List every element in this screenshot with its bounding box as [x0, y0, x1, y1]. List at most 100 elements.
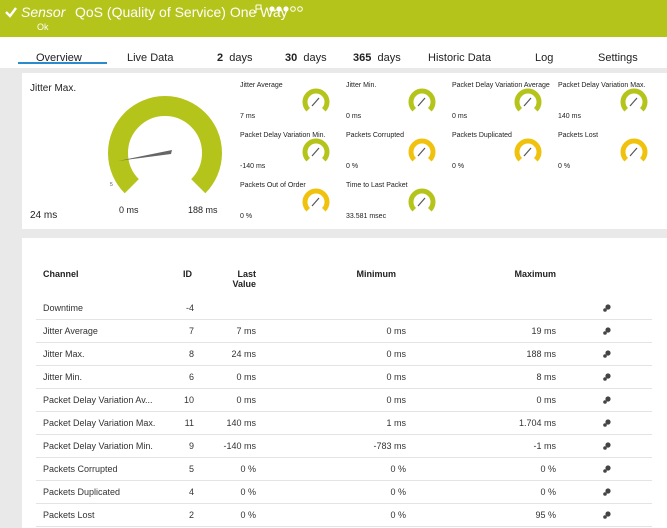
table-cell: 0 ms: [236, 372, 256, 382]
tab-count[interactable]: 2: [217, 52, 224, 64]
main-gauge-marker: 5: [110, 182, 113, 188]
gauge-needle: [523, 147, 532, 157]
table-cell: 0 %: [390, 487, 406, 497]
gauge-arc: [302, 88, 330, 112]
tab[interactable]: Overview: [36, 52, 82, 64]
gauge-name: Packets Lost: [558, 132, 599, 139]
tab[interactable]: 365 days: [353, 52, 401, 64]
table-cell: Packet Delay Variation Min.: [43, 441, 153, 451]
gauge-arc: [302, 138, 330, 162]
channel-settings-icon[interactable]: [602, 372, 612, 382]
table-cell: 2: [188, 510, 194, 520]
gauge-needle: [311, 97, 320, 107]
gauge-needle: [417, 197, 426, 207]
gauge-value: 33.581 msec: [346, 213, 387, 220]
main-gauge-name: Jitter Max.: [30, 83, 77, 94]
main-gauge-max: 188 ms: [188, 205, 218, 215]
table-cell: 8 ms: [536, 372, 556, 382]
gauge-value: 0 %: [452, 163, 465, 170]
column-header[interactable]: ID: [183, 269, 192, 279]
tab[interactable]: 30 days: [285, 52, 327, 64]
table-cell: 8: [188, 349, 194, 359]
table-cell: 10: [183, 395, 194, 405]
row-divider: [36, 388, 652, 389]
gauge-value: 140 ms: [558, 113, 581, 120]
gauge-arc: [408, 188, 436, 212]
gauge-value: 0 %: [346, 163, 359, 170]
table-cell: 7: [188, 326, 194, 336]
table-cell: 95 %: [535, 510, 556, 520]
gauge-value: -140 ms: [240, 163, 266, 170]
gauge-needle: [417, 97, 426, 107]
row-divider: [36, 503, 652, 504]
table-cell: 19 ms: [531, 326, 556, 336]
gauge-value: 0 ms: [346, 113, 362, 120]
overview-panel: Jitter Max. 24 ms 0 ms 188 ms 5 Jitter Averag…: [22, 73, 667, 229]
tab-label[interactable]: Live Data: [127, 52, 174, 64]
channel-settings-icon[interactable]: [602, 464, 612, 474]
gauge-name: Jitter Average: [240, 82, 283, 89]
gauge-arc: [302, 188, 330, 212]
tab-label[interactable]: Historic Data: [428, 52, 491, 64]
gauge-needle: [629, 97, 638, 107]
table-cell: 188 ms: [526, 349, 556, 359]
tab[interactable]: Historic Data: [428, 52, 491, 64]
tab-label[interactable]: Settings: [598, 52, 638, 64]
tab-label[interactable]: Overview: [36, 52, 82, 64]
table-cell: 0 %: [240, 510, 256, 520]
sensor-title: QoS (Quality of Service) One Way: [75, 4, 288, 20]
channel-settings-icon[interactable]: [602, 441, 612, 451]
gauge-arc: [408, 138, 436, 162]
table-cell: -4: [185, 303, 194, 313]
table-cell: 0 ms: [386, 395, 406, 405]
tab[interactable]: Log: [535, 52, 553, 64]
channel-settings-icon[interactable]: [602, 418, 612, 428]
table-cell: 0 ms: [386, 372, 406, 382]
tab[interactable]: Settings: [598, 52, 638, 64]
sensor-label: Sensor: [21, 4, 66, 20]
channel-settings-icon[interactable]: [602, 510, 612, 520]
column-header[interactable]: Channel: [43, 269, 79, 279]
table-cell: Jitter Max.: [43, 349, 85, 359]
row-divider: [36, 342, 652, 343]
tab[interactable]: Live Data: [127, 52, 173, 64]
tab-label[interactable]: days: [229, 52, 253, 64]
gauge-needle: [523, 97, 532, 107]
channel-settings-icon[interactable]: [602, 326, 612, 336]
tab-label[interactable]: Log: [535, 52, 554, 64]
column-header[interactable]: Minimum: [356, 269, 397, 279]
tab-count[interactable]: 365: [353, 52, 372, 64]
gauge-name: Jitter Min.: [346, 82, 377, 89]
gauges: [108, 88, 648, 212]
table-cell: Packets Duplicated: [43, 487, 121, 497]
channel-settings-icon[interactable]: [602, 303, 612, 313]
table-cell: 0 %: [390, 510, 406, 520]
tab-label[interactable]: days: [303, 52, 327, 64]
table-cell: -1 ms: [533, 441, 557, 451]
gauge-name: Packets Out of Order: [240, 182, 306, 189]
table-cell: Packets Corrupted: [43, 464, 118, 474]
column-header[interactable]: Maximum: [514, 269, 556, 279]
gauge-value: 0 ms: [452, 113, 468, 120]
ok-icon: [5, 7, 17, 18]
table-cell: Packets Lost: [43, 510, 95, 520]
gauge-name: Packet Delay Variation Min.: [240, 132, 326, 139]
channel-table: Channel ID Last Value Minimum Maximum Downtim…: [22, 238, 667, 528]
column-header[interactable]: Last Value: [232, 269, 256, 289]
gauge-arc: [514, 138, 542, 162]
gauge-name: Packets Corrupted: [346, 132, 404, 139]
tab-label[interactable]: days: [377, 52, 401, 64]
gauge-arc: [408, 88, 436, 112]
table-cell: -140 ms: [223, 441, 256, 451]
row-divider: [36, 411, 652, 412]
table-cell: Packet Delay Variation Av...: [43, 395, 153, 405]
row-divider: [36, 365, 652, 366]
tab-count[interactable]: 30: [285, 52, 298, 64]
tab[interactable]: 2 days: [217, 52, 253, 64]
gauge-arc: [620, 138, 648, 162]
channel-settings-icon[interactable]: [602, 349, 612, 359]
channel-settings-icon[interactable]: [602, 487, 612, 497]
channel-settings-icon[interactable]: [602, 395, 612, 405]
table-cell: Packet Delay Variation Max.: [43, 418, 156, 428]
